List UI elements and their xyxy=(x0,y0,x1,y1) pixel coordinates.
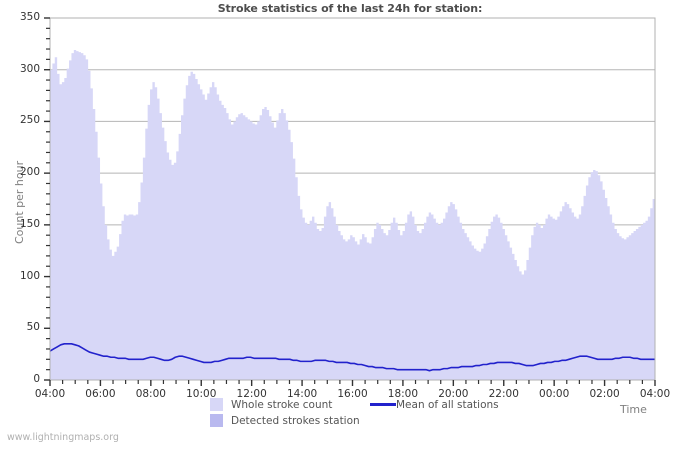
x-tick-label: 14:00 xyxy=(286,388,318,400)
x-tick-label: 04:00 xyxy=(639,388,671,400)
x-tick-label: 12:00 xyxy=(236,388,267,400)
legend-swatch xyxy=(210,414,223,427)
y-tick-label: 200 xyxy=(19,166,40,179)
line-mean-of-all-stations xyxy=(49,343,655,372)
y-tick-label: 150 xyxy=(19,217,40,230)
x-tick-label: 06:00 xyxy=(85,388,116,400)
chart-title: Stroke statistics of the last 24h for st… xyxy=(217,2,483,15)
x-tick-label: 20:00 xyxy=(438,388,469,400)
y-tick-label: 0 xyxy=(33,373,40,385)
legend-line-marker xyxy=(370,403,396,406)
x-tick-label: 00:00 xyxy=(539,388,570,400)
y-tick-label: 50 xyxy=(26,321,40,334)
legend-swatch xyxy=(210,398,223,411)
x-axis-label: Time xyxy=(620,403,647,416)
x-tick-label: 04:00 xyxy=(34,388,66,400)
legend-label: Whole stroke count xyxy=(231,399,333,411)
x-tick-label: 16:00 xyxy=(337,388,368,400)
legend-label: Mean of all stations xyxy=(396,399,499,411)
area-whole-stroke-count xyxy=(50,50,655,381)
x-tick-label: 18:00 xyxy=(387,388,419,400)
x-tick-label: 10:00 xyxy=(186,388,217,400)
y-tick-label: 100 xyxy=(19,269,40,282)
watermark: www.lightningmaps.org xyxy=(7,432,119,443)
y-tick-label: 350 xyxy=(19,11,40,23)
x-tick-label: 02:00 xyxy=(589,388,620,400)
y-tick-label: 300 xyxy=(19,62,40,75)
y-tick-label: 250 xyxy=(19,114,40,127)
x-tick-label: 22:00 xyxy=(488,388,519,400)
x-tick-label: 08:00 xyxy=(135,388,166,400)
legend-label: Detected strokes station xyxy=(231,415,360,427)
